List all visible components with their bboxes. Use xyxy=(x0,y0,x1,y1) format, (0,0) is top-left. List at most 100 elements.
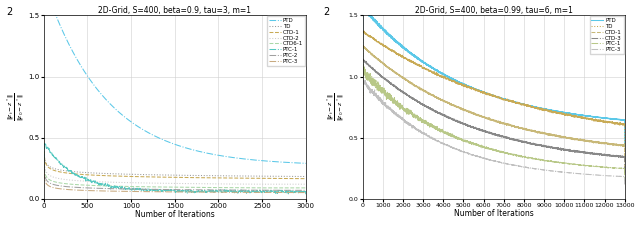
PTC-1 xyxy=(394,100,401,103)
PTC-2 xyxy=(297,189,305,192)
Line: PTC-3: PTC-3 xyxy=(363,79,625,185)
PTC-3 xyxy=(359,137,367,140)
PTD xyxy=(449,78,457,80)
TD xyxy=(359,29,367,32)
CTD-1 xyxy=(302,177,310,180)
PTC-3 xyxy=(480,157,488,160)
PTD xyxy=(394,42,401,45)
Line: TD: TD xyxy=(44,144,306,177)
CTD-1 xyxy=(621,166,628,169)
CTD-3 xyxy=(359,114,367,117)
PTC-1 xyxy=(86,180,93,182)
CTD-1 xyxy=(70,172,77,175)
CTD-1 xyxy=(359,45,367,47)
Text: 2: 2 xyxy=(323,7,330,17)
CTD6-1 xyxy=(257,187,264,189)
Line: TD: TD xyxy=(363,31,625,154)
PTC-3 xyxy=(621,184,628,187)
PTC-3 xyxy=(70,189,77,191)
PTC-2 xyxy=(40,153,47,156)
PTC-1 xyxy=(297,190,305,192)
Y-axis label: $\frac{\|z_t - z^*\|}{\|z_0 - z^*\|}$: $\frac{\|z_t - z^*\|}{\|z_0 - z^*\|}$ xyxy=(326,93,348,121)
Title: 2D-Grid, S=400, beta=0.99, tau=6, m=1: 2D-Grid, S=400, beta=0.99, tau=6, m=1 xyxy=(415,6,573,15)
CTD-2 xyxy=(302,183,310,186)
PTD xyxy=(480,91,488,94)
PTC-2 xyxy=(302,189,310,192)
CTD-1 xyxy=(449,104,457,106)
PTC-3 xyxy=(397,117,405,119)
PTC-1 xyxy=(397,106,405,109)
PTC-3 xyxy=(40,160,47,162)
CTD-1 xyxy=(152,176,159,178)
PTC-1 xyxy=(141,188,148,190)
TD xyxy=(449,80,457,83)
PTD xyxy=(359,75,367,78)
CTD6-1 xyxy=(85,184,93,187)
PTD xyxy=(397,45,405,47)
TD xyxy=(85,171,93,174)
Text: 2: 2 xyxy=(6,7,13,17)
TD xyxy=(269,175,276,178)
TD xyxy=(40,142,47,145)
PTC-1 xyxy=(359,131,367,133)
TD xyxy=(397,54,405,57)
Line: CTD-2: CTD-2 xyxy=(44,148,306,184)
CTD-2 xyxy=(250,183,257,186)
PTC-2 xyxy=(273,189,281,192)
PTC-1 xyxy=(359,63,367,65)
CTD-1 xyxy=(478,115,486,118)
PTD xyxy=(86,77,93,80)
TD xyxy=(599,120,607,123)
PTC-1 xyxy=(449,134,457,136)
PTC-2 xyxy=(152,188,159,191)
PTC-1 xyxy=(269,190,276,193)
CTD-1 xyxy=(85,173,93,176)
CTD-3 xyxy=(621,172,628,175)
CTD-1 xyxy=(599,142,607,144)
PTC-1 xyxy=(478,146,486,149)
CTD6-1 xyxy=(297,187,305,189)
TD xyxy=(480,91,488,94)
Line: PTC-3: PTC-3 xyxy=(44,161,306,193)
CTD-3 xyxy=(359,58,367,61)
CTD-3 xyxy=(397,89,405,92)
TD xyxy=(302,175,310,178)
PTC-1 xyxy=(40,170,47,173)
TD xyxy=(478,90,486,93)
X-axis label: Number of Iterations: Number of Iterations xyxy=(135,210,214,219)
Line: CTD-1: CTD-1 xyxy=(363,46,625,167)
PTC-2 xyxy=(70,186,77,189)
PTC-3 xyxy=(302,191,310,194)
PTC-3 xyxy=(394,113,401,116)
TD xyxy=(621,152,628,155)
CTD-1 xyxy=(359,106,367,108)
PTC-3 xyxy=(269,191,276,194)
PTD xyxy=(621,145,628,148)
Line: PTC-1: PTC-1 xyxy=(363,64,625,181)
PTC-3 xyxy=(478,156,486,159)
CTD-1 xyxy=(480,116,488,118)
CTD-2 xyxy=(40,146,47,149)
PTD xyxy=(141,129,148,132)
CTD-2 xyxy=(85,180,93,183)
TD xyxy=(359,97,367,99)
X-axis label: Number of Iterations: Number of Iterations xyxy=(454,209,534,218)
PTC-2 xyxy=(269,189,276,192)
Line: PTC-1: PTC-1 xyxy=(44,144,306,194)
PTC-1 xyxy=(302,193,310,196)
CTD-2 xyxy=(152,182,159,184)
PTC-2 xyxy=(140,188,148,191)
PTD xyxy=(359,4,367,7)
CTD6-1 xyxy=(152,186,159,188)
PTD xyxy=(40,14,47,17)
CTD-3 xyxy=(394,87,401,90)
Line: CTD-1: CTD-1 xyxy=(44,140,306,179)
TD xyxy=(297,175,305,178)
CTD-1 xyxy=(394,73,401,75)
TD xyxy=(70,170,77,173)
PTC-3 xyxy=(152,190,159,193)
PTC-1 xyxy=(621,179,628,182)
CTD-1 xyxy=(40,139,47,142)
PTC-1 xyxy=(70,173,77,176)
CTD6-1 xyxy=(269,187,276,189)
